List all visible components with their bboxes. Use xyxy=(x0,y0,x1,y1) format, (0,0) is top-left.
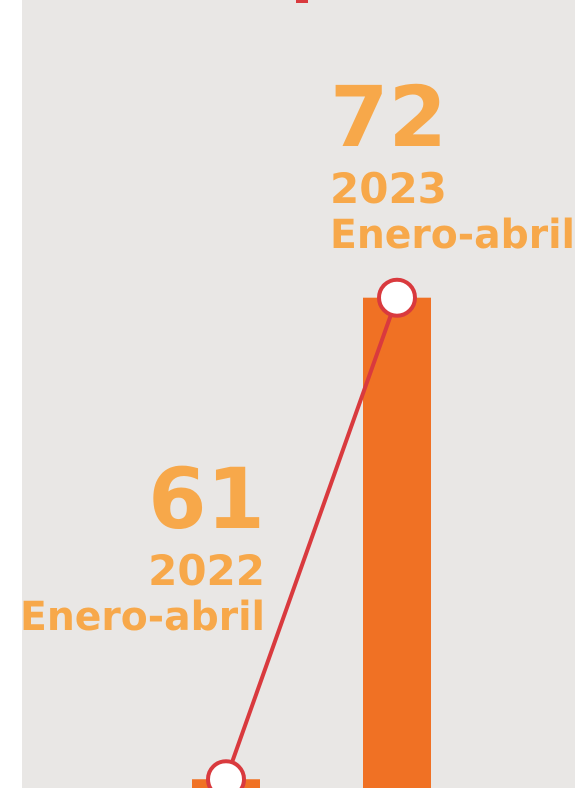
point xyxy=(206,759,246,788)
bar xyxy=(363,297,431,788)
period-label: Enero-abril xyxy=(330,212,575,258)
value-label: 61 xyxy=(148,450,265,548)
trend-line xyxy=(224,297,399,780)
period-label: Enero-abril xyxy=(20,594,265,640)
year-label: 2022 xyxy=(148,546,265,595)
year-label: 2023 xyxy=(330,164,447,213)
point xyxy=(377,277,417,318)
panel xyxy=(22,0,575,788)
cut-off-heading xyxy=(296,0,308,3)
value-label: 72 xyxy=(330,68,447,166)
